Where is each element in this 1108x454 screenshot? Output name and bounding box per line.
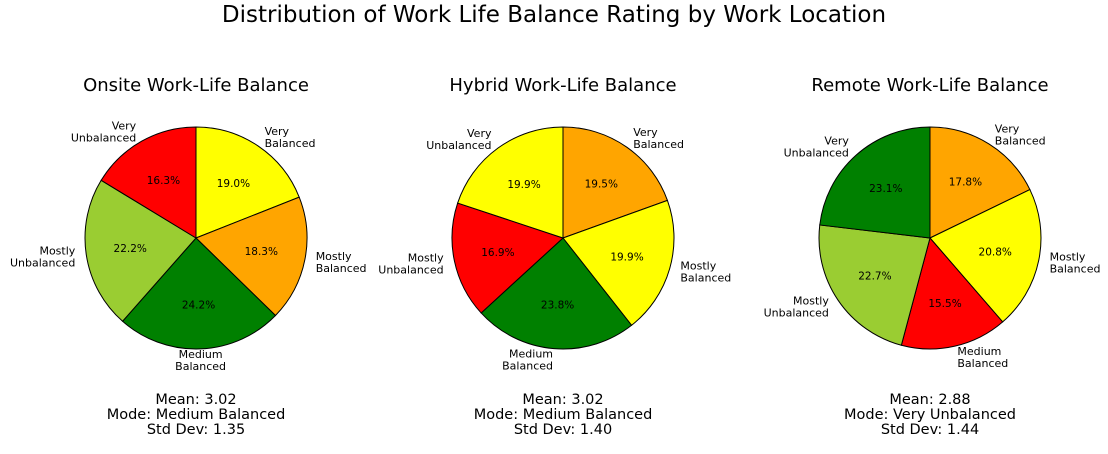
remote-slice-mostly-unbalanced	[818, 224, 931, 346]
hybrid-chart-title: Hybrid Work-Life Balance	[449, 75, 677, 96]
remote-slice-very-balanced	[929, 126, 1031, 239]
onsite-stats: Mean: 3.02 Mode: Medium Balanced Std Dev…	[46, 393, 346, 438]
hybrid-slice-mostly-balanced	[562, 199, 675, 326]
hybrid-pct-label-mostly-balanced: 19.9%	[610, 251, 643, 263]
onsite-pct-label-mostly-balanced: 18.3%	[245, 246, 278, 258]
hybrid-slice-mostly-unbalanced	[451, 202, 564, 314]
hybrid-mean: Mean: 3.02	[522, 392, 604, 408]
remote-slice-medium-balanced	[900, 236, 1004, 350]
onsite-mode: Mode: Medium Balanced	[106, 407, 286, 423]
hybrid-pct-label-mostly-unbalanced: 16.9%	[481, 247, 514, 259]
remote-std: Std Dev: 1.44	[880, 422, 980, 438]
onsite-pct-label-very-balanced: 19.0%	[217, 178, 250, 190]
remote-mode: Mode: Very Unbalanced	[844, 407, 1016, 423]
onsite-slice-very-unbalanced	[100, 126, 197, 239]
hybrid-pct-label-very-unbalanced: 19.9%	[507, 179, 540, 191]
hybrid-category-label-medium-balanced: Medium Balanced	[502, 348, 553, 373]
onsite-pct-label-very-unbalanced: 16.3%	[147, 175, 180, 187]
onsite-category-label-medium-balanced: Medium Balanced	[175, 348, 226, 373]
hybrid-category-label-very-balanced: Very Balanced	[633, 126, 684, 151]
remote-chart-title: Remote Work-Life Balance	[811, 75, 1049, 96]
remote-category-label-mostly-balanced: Mostly Balanced	[1050, 251, 1101, 276]
hybrid-std: Std Dev: 1.40	[513, 422, 613, 438]
remote-category-label-very-unbalanced: Very Unbalanced	[784, 135, 850, 160]
onsite-slice-medium-balanced	[121, 237, 277, 350]
remote-pct-label-medium-balanced: 15.5%	[928, 298, 961, 310]
hybrid-category-label-mostly-unbalanced: Mostly Unbalanced	[378, 252, 444, 277]
remote-category-label-medium-balanced: Medium Balanced	[957, 345, 1008, 370]
remote-mean: Mean: 2.88	[889, 392, 971, 408]
hybrid-stats: Mean: 3.02 Mode: Medium Balanced Std Dev…	[413, 393, 713, 438]
onsite-slice-mostly-balanced	[195, 196, 308, 317]
hybrid-category-label-very-unbalanced: Very Unbalanced	[426, 127, 492, 152]
hybrid-pct-label-medium-balanced: 23.8%	[541, 299, 574, 311]
remote-category-label-very-balanced: Very Balanced	[995, 123, 1046, 148]
remote-category-label-mostly-unbalanced: Mostly Unbalanced	[764, 295, 830, 320]
hybrid-mode: Mode: Medium Balanced	[473, 407, 653, 423]
hybrid-slice-very-unbalanced	[457, 126, 564, 239]
remote-slice-very-unbalanced	[819, 126, 931, 239]
onsite-pct-label-mostly-unbalanced: 22.2%	[114, 243, 147, 255]
remote-pct-label-mostly-unbalanced: 22.7%	[858, 270, 891, 282]
remote-stats: Mean: 2.88 Mode: Very Unbalanced Std Dev…	[780, 393, 1080, 438]
hybrid-pct-label-very-balanced: 19.5%	[585, 179, 618, 191]
onsite-category-label-very-unbalanced: Very Unbalanced	[71, 120, 137, 145]
onsite-mean: Mean: 3.02	[155, 392, 237, 408]
remote-slice-mostly-balanced	[929, 188, 1042, 323]
remote-pct-label-mostly-balanced: 20.8%	[979, 246, 1012, 258]
onsite-chart-title: Onsite Work-Life Balance	[83, 75, 309, 96]
hybrid-category-label-mostly-balanced: Mostly Balanced	[680, 260, 731, 285]
figure-title: Distribution of Work Life Balance Rating…	[221, 2, 887, 28]
onsite-slice-mostly-unbalanced	[84, 179, 197, 322]
onsite-category-label-very-balanced: Very Balanced	[265, 125, 316, 150]
onsite-slice-very-balanced	[195, 126, 300, 239]
hybrid-slice-very-balanced	[562, 126, 669, 239]
onsite-category-label-mostly-balanced: Mostly Balanced	[316, 250, 367, 275]
remote-pct-label-very-unbalanced: 23.1%	[869, 183, 902, 195]
remote-pct-label-very-balanced: 17.8%	[949, 177, 982, 189]
hybrid-slice-medium-balanced	[480, 237, 633, 350]
onsite-category-label-mostly-unbalanced: Mostly Unbalanced	[10, 244, 76, 269]
onsite-pct-label-medium-balanced: 24.2%	[182, 300, 215, 312]
onsite-std: Std Dev: 1.35	[146, 422, 246, 438]
